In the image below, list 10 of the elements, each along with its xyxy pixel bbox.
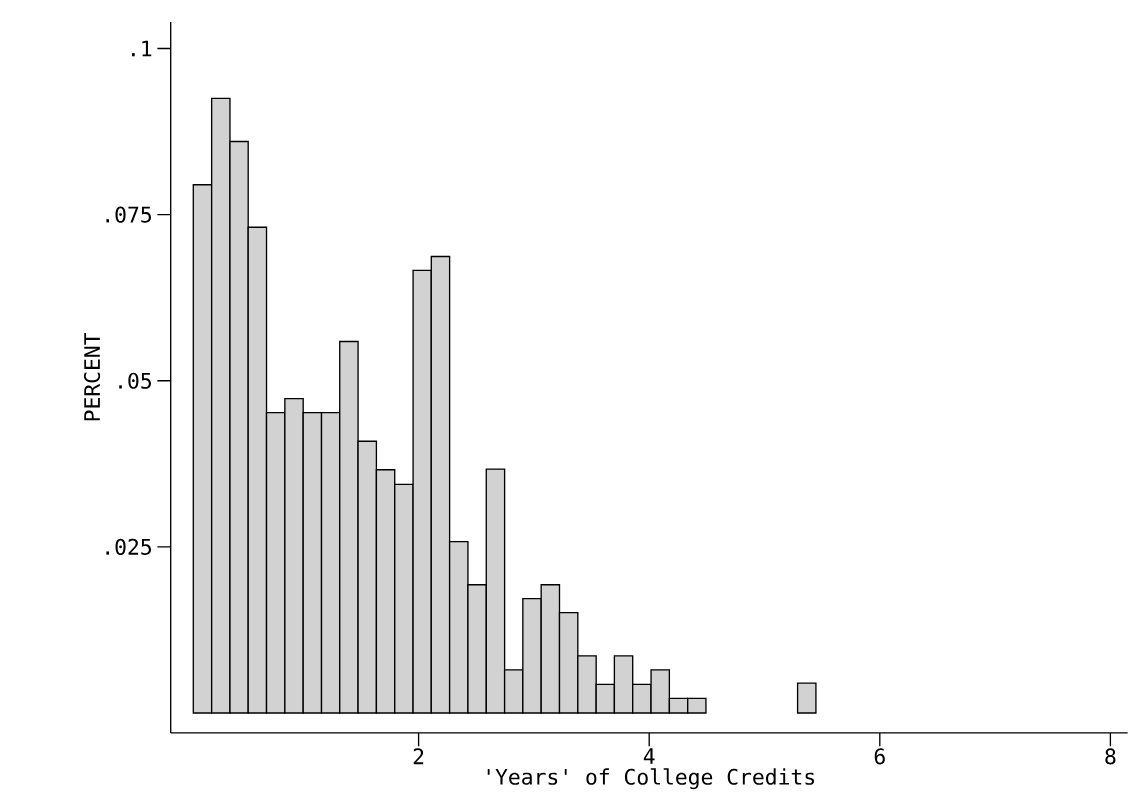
x-tick-label: 2 <box>413 748 424 765</box>
y-tick-label: .025 <box>106 538 151 555</box>
y-tick-label: .075 <box>106 206 151 223</box>
x-axis-title: 'Years' of College Credits <box>487 768 815 790</box>
y-tick-label: .05 <box>119 372 151 389</box>
y-tick-label: .1 <box>132 40 152 57</box>
x-tick-label: 6 <box>874 748 885 765</box>
x-tick-label: 4 <box>643 748 655 764</box>
y-axis-title: PERCENT <box>84 332 101 421</box>
x-tick-label: 8 <box>1105 748 1116 765</box>
